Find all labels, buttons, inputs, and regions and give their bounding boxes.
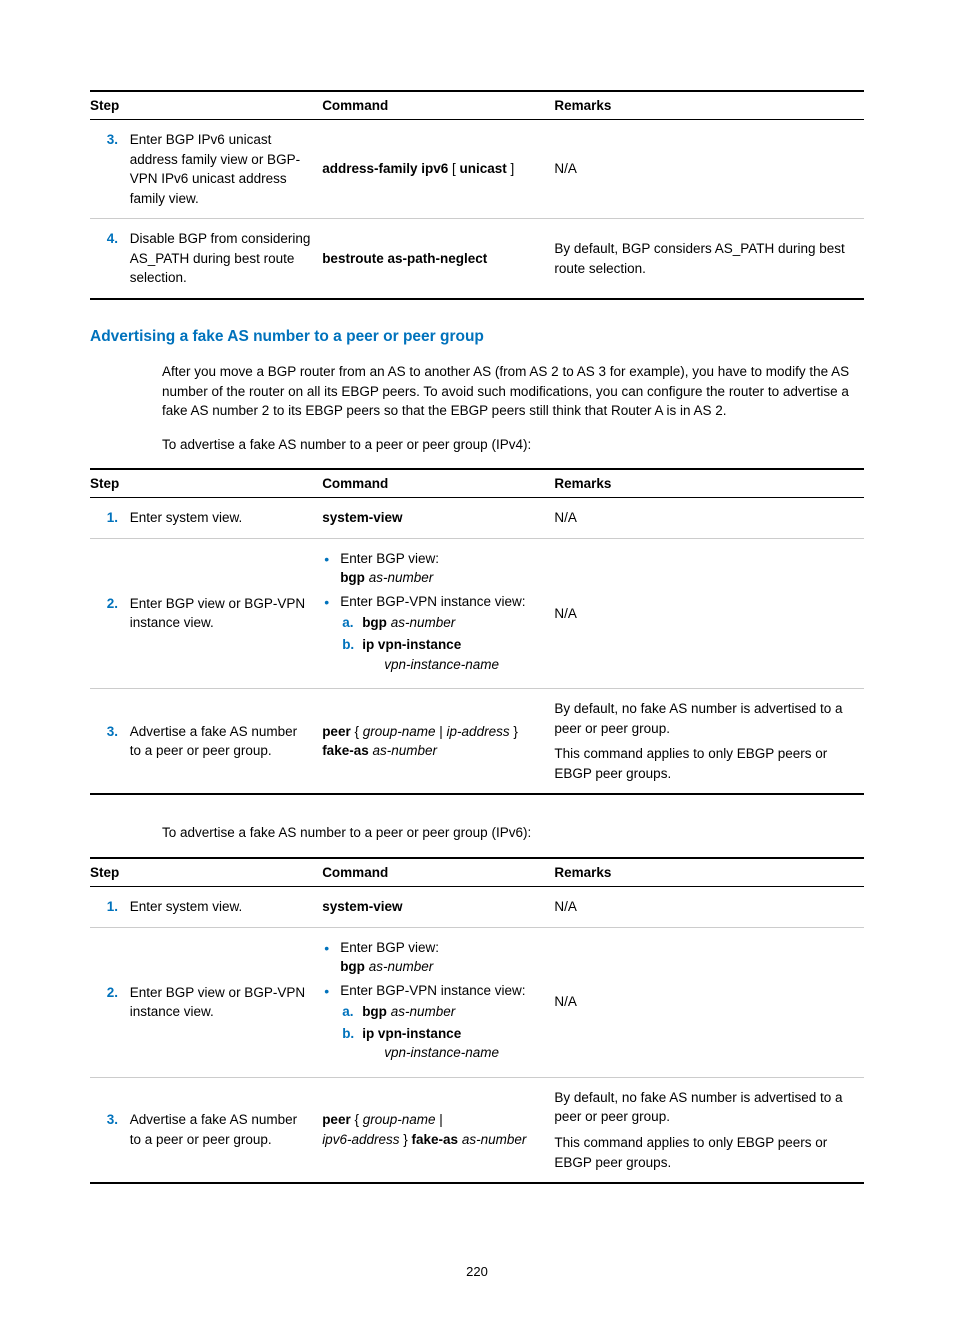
table-row: 3. Advertise a fake AS number to a peer …	[90, 689, 864, 795]
step-desc: Advertise a fake AS number to a peer or …	[130, 722, 312, 761]
col-command: Command	[322, 91, 554, 120]
remarks-cell: N/A	[554, 886, 864, 927]
remarks-cell: N/A	[554, 538, 864, 688]
table-row: 3. Advertise a fake AS number to a peer …	[90, 1077, 864, 1183]
command-cell: address-family ipv6 [ unicast ]	[322, 120, 554, 219]
table-row: 2. Enter BGP view or BGP-VPN instance vi…	[90, 538, 864, 688]
command-cell: system-view	[322, 886, 554, 927]
step-desc: Enter BGP view or BGP-VPN instance view.	[130, 594, 312, 633]
paragraph: To advertise a fake AS number to a peer …	[90, 823, 864, 843]
remarks-cell: By default, no fake AS number is adverti…	[554, 1077, 864, 1183]
step-desc: Enter BGP IPv6 unicast address family vi…	[130, 130, 312, 208]
col-command: Command	[322, 469, 554, 498]
table-fake-as-ipv4: Step Command Remarks 1. Enter system vie…	[90, 468, 864, 795]
step-number: 1.	[90, 897, 118, 917]
step-number: 2.	[90, 594, 118, 614]
remarks-cell: By default, BGP considers AS_PATH during…	[554, 219, 864, 299]
paragraph: After you move a BGP router from an AS t…	[90, 362, 864, 421]
table-ipv6-unicast: Step Command Remarks 3. Enter BGP IPv6 u…	[90, 90, 864, 300]
table-row: 4. Disable BGP from considering AS_PATH …	[90, 219, 864, 299]
document-page: Step Command Remarks 3. Enter BGP IPv6 u…	[0, 0, 954, 1319]
table-fake-as-ipv6: Step Command Remarks 1. Enter system vie…	[90, 857, 864, 1184]
command-cell: bestroute as-path-neglect	[322, 219, 554, 299]
remarks-cell: N/A	[554, 120, 864, 219]
col-remarks: Remarks	[554, 91, 864, 120]
command-cell: Enter BGP view: bgp as-number Enter BGP-…	[322, 927, 554, 1077]
table-row: 1. Enter system view. system-view N/A	[90, 498, 864, 539]
remarks-cell: N/A	[554, 927, 864, 1077]
col-remarks: Remarks	[554, 858, 864, 887]
page-number: 220	[90, 1264, 864, 1279]
table-row: 1. Enter system view. system-view N/A	[90, 886, 864, 927]
step-number: 4.	[90, 229, 118, 249]
section-heading: Advertising a fake AS number to a peer o…	[90, 328, 864, 346]
command-cell: Enter BGP view: bgp as-number Enter BGP-…	[322, 538, 554, 688]
step-desc: Enter BGP view or BGP-VPN instance view.	[130, 983, 312, 1022]
step-desc: Disable BGP from considering AS_PATH dur…	[130, 229, 312, 288]
step-number: 3.	[90, 130, 118, 150]
step-number: 2.	[90, 983, 118, 1003]
remarks-cell: N/A	[554, 498, 864, 539]
command-cell: peer { group-name | ipv6-address } fake-…	[322, 1077, 554, 1183]
col-command: Command	[322, 858, 554, 887]
col-remarks: Remarks	[554, 469, 864, 498]
step-number: 3.	[90, 722, 118, 742]
command-cell: peer { group-name | ip-address } fake-as…	[322, 689, 554, 795]
col-step: Step	[90, 91, 322, 120]
paragraph: To advertise a fake AS number to a peer …	[90, 435, 864, 455]
step-number: 3.	[90, 1110, 118, 1130]
remarks-cell: By default, no fake AS number is adverti…	[554, 689, 864, 795]
col-step: Step	[90, 469, 322, 498]
step-desc: Enter system view.	[130, 508, 312, 528]
table-row: 2. Enter BGP view or BGP-VPN instance vi…	[90, 927, 864, 1077]
command-cell: system-view	[322, 498, 554, 539]
col-step: Step	[90, 858, 322, 887]
step-number: 1.	[90, 508, 118, 528]
table-row: 3. Enter BGP IPv6 unicast address family…	[90, 120, 864, 219]
step-desc: Advertise a fake AS number to a peer or …	[130, 1110, 312, 1149]
step-desc: Enter system view.	[130, 897, 312, 917]
